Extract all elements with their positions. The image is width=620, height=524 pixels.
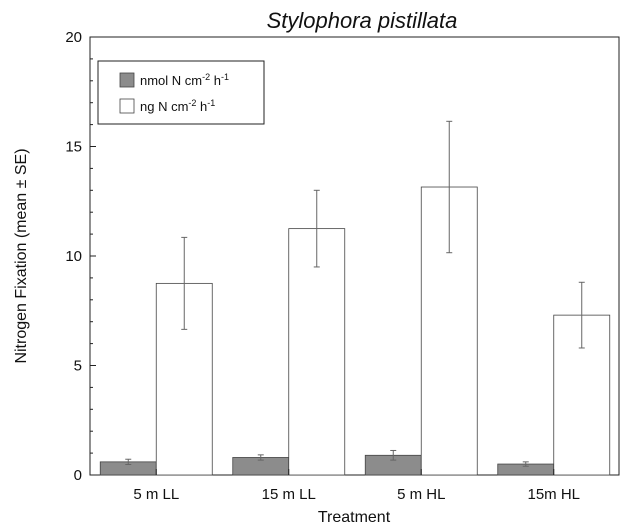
legend: nmol N cm-2 h-1 ng N cm-2 h-1: [97, 60, 265, 125]
legend-label: nmol N cm-2 h-1: [140, 72, 229, 88]
legend-box: [97, 60, 265, 125]
x-tick-label: 5 m LL: [133, 486, 179, 503]
y-tick-label: 15: [65, 139, 82, 156]
y-tick-label: 20: [65, 29, 82, 46]
x-axis-label: Treatment: [318, 509, 391, 524]
legend-label: ng N cm-2 h-1: [140, 98, 215, 114]
bars-group: [99, 186, 611, 476]
chart-title: Stylophora pistillata: [267, 8, 458, 33]
y-axis: 0 5 10 15 20: [65, 29, 96, 484]
x-tick-label: 5 m HL: [397, 486, 445, 503]
error-bars-group: [125, 120, 585, 467]
y-tick-label: 0: [74, 467, 82, 484]
bar-ng: [288, 228, 346, 476]
x-tick-label: 15 m LL: [262, 486, 316, 503]
x-axis: 5 m LL 15 m LL 5 m HL 15m HL: [133, 469, 580, 503]
y-axis-label: Nitrogen Fixation (mean ± SE): [13, 148, 30, 363]
legend-swatch: [119, 98, 135, 114]
y-tick-label: 5: [74, 358, 82, 375]
legend-swatch: [119, 72, 135, 88]
x-tick-label: 15m HL: [527, 486, 580, 503]
y-tick-label: 10: [65, 248, 82, 265]
